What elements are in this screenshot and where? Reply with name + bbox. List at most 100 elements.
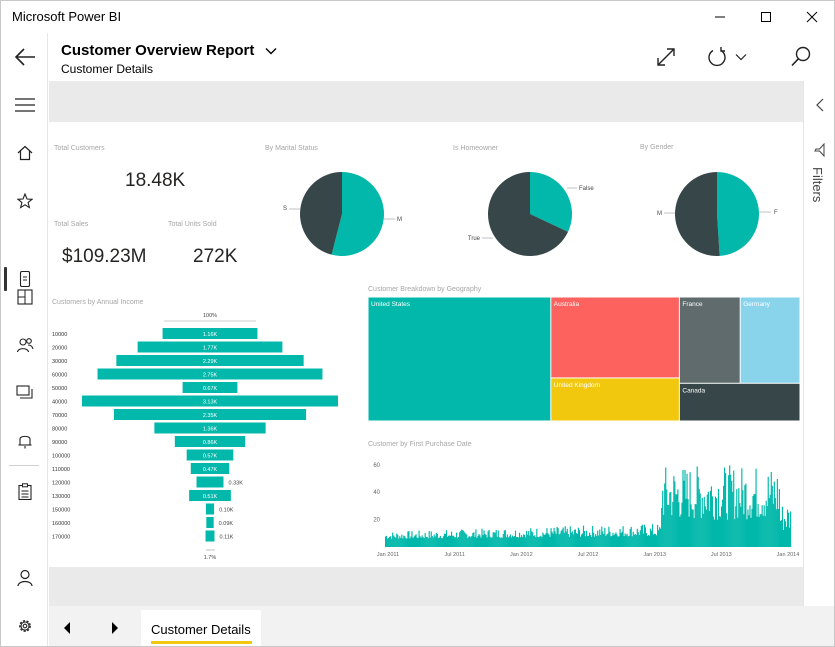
time-column [676,494,678,547]
pie-slice [717,172,760,256]
time-column [716,519,719,547]
fullscreen-button[interactable] [648,39,684,75]
funnel-category-label: 80000 [52,427,67,433]
search-button[interactable] [783,39,819,75]
nav-favorites-button[interactable] [1,181,48,221]
nav-apps-button[interactable] [1,259,48,299]
window-title: Microsoft Power BI [12,9,122,24]
time-column [514,530,517,547]
funnel-data-label: 0.67K [203,386,218,392]
nav-workspace-button[interactable] [1,373,48,413]
previous-page-button[interactable] [52,614,82,642]
close-button[interactable] [789,1,834,33]
time-column [584,536,587,547]
time-column [582,525,585,547]
time-column [652,534,655,547]
time-column [608,526,610,547]
filters-pane[interactable]: Filters [803,81,834,606]
maximize-button[interactable] [743,1,789,33]
time-column [622,526,624,547]
hamburger-icon [14,98,35,112]
time-column [390,536,392,547]
time-column [781,506,784,547]
time-column [440,538,442,547]
treemap-tile [679,383,800,421]
nav-settings-button[interactable] [1,606,48,646]
time-column [462,530,464,547]
nav-shared-button[interactable] [1,325,48,365]
time-column [457,537,459,547]
treemap-tile-label: Australia [554,301,580,308]
time-column [642,533,644,547]
time-column [663,514,665,547]
time-column [420,537,422,547]
time-column [387,538,389,547]
time-column [459,532,461,547]
refresh-button[interactable] [699,39,735,75]
refresh-options-button[interactable] [729,39,753,75]
time-column [406,538,408,547]
time-column [394,536,396,547]
time-column [580,534,583,547]
page-tab-customer-details[interactable]: Customer Details [141,610,261,646]
time-column [559,533,561,547]
time-column [643,524,645,547]
treemap-tile-label: Canada [682,387,705,394]
time-column [557,528,559,547]
time-column [741,468,743,547]
nav-home-button[interactable] [1,133,48,173]
minimize-button[interactable] [697,1,743,33]
time-column [667,504,669,547]
time-column [423,538,425,547]
time-column [650,530,653,547]
time-column [563,532,565,547]
time-column [656,535,658,547]
time-column [629,528,631,547]
nav-notifications-button[interactable] [1,421,48,461]
time-column [764,516,766,547]
treemap-tile [368,297,551,421]
time-column [738,488,740,547]
time-column [770,472,772,547]
nav-sidebar [1,33,48,646]
chevron-left-icon[interactable] [815,98,825,112]
time-column [418,530,420,547]
funnel-bar [137,341,283,353]
nav-clipboard-button[interactable] [1,471,48,511]
time-column [693,518,695,547]
time-column [645,533,648,547]
time-column [735,506,737,547]
time-column [618,536,620,547]
pie-slice [331,172,384,256]
next-page-button[interactable] [100,614,130,642]
time-column [612,532,614,547]
time-column [737,517,739,547]
page-tab-active-underline [151,641,252,644]
time-column [425,536,427,547]
nav-account-button[interactable] [1,558,48,598]
hamburger-menu-button[interactable] [1,85,48,125]
funnel-bar [205,530,215,542]
time-column [788,527,791,547]
x-tick-label: Jul 2012 [578,552,599,558]
time-column [712,516,715,547]
page-tab-label: Customer Details [151,622,251,637]
back-button[interactable] [1,37,48,77]
time-column [545,533,547,547]
time-column [752,496,754,547]
time-column [777,508,779,547]
time-column [453,535,455,547]
funnel-bar [113,409,307,420]
time-column [664,483,666,547]
funnel-top-label: 100% [203,313,217,319]
nav-workspaces-button[interactable] [1,277,48,317]
time-column [596,535,598,547]
funnel-category-label: 160000 [52,521,70,527]
funnel-title: Customers by Annual Income [52,299,144,306]
treemap-tile-label: France [682,301,703,308]
time-column [605,535,607,547]
report-title[interactable]: Customer Overview Report [61,42,277,59]
time-column [586,536,589,547]
funnel-category-label: 100000 [52,454,70,460]
time-column [496,536,498,547]
